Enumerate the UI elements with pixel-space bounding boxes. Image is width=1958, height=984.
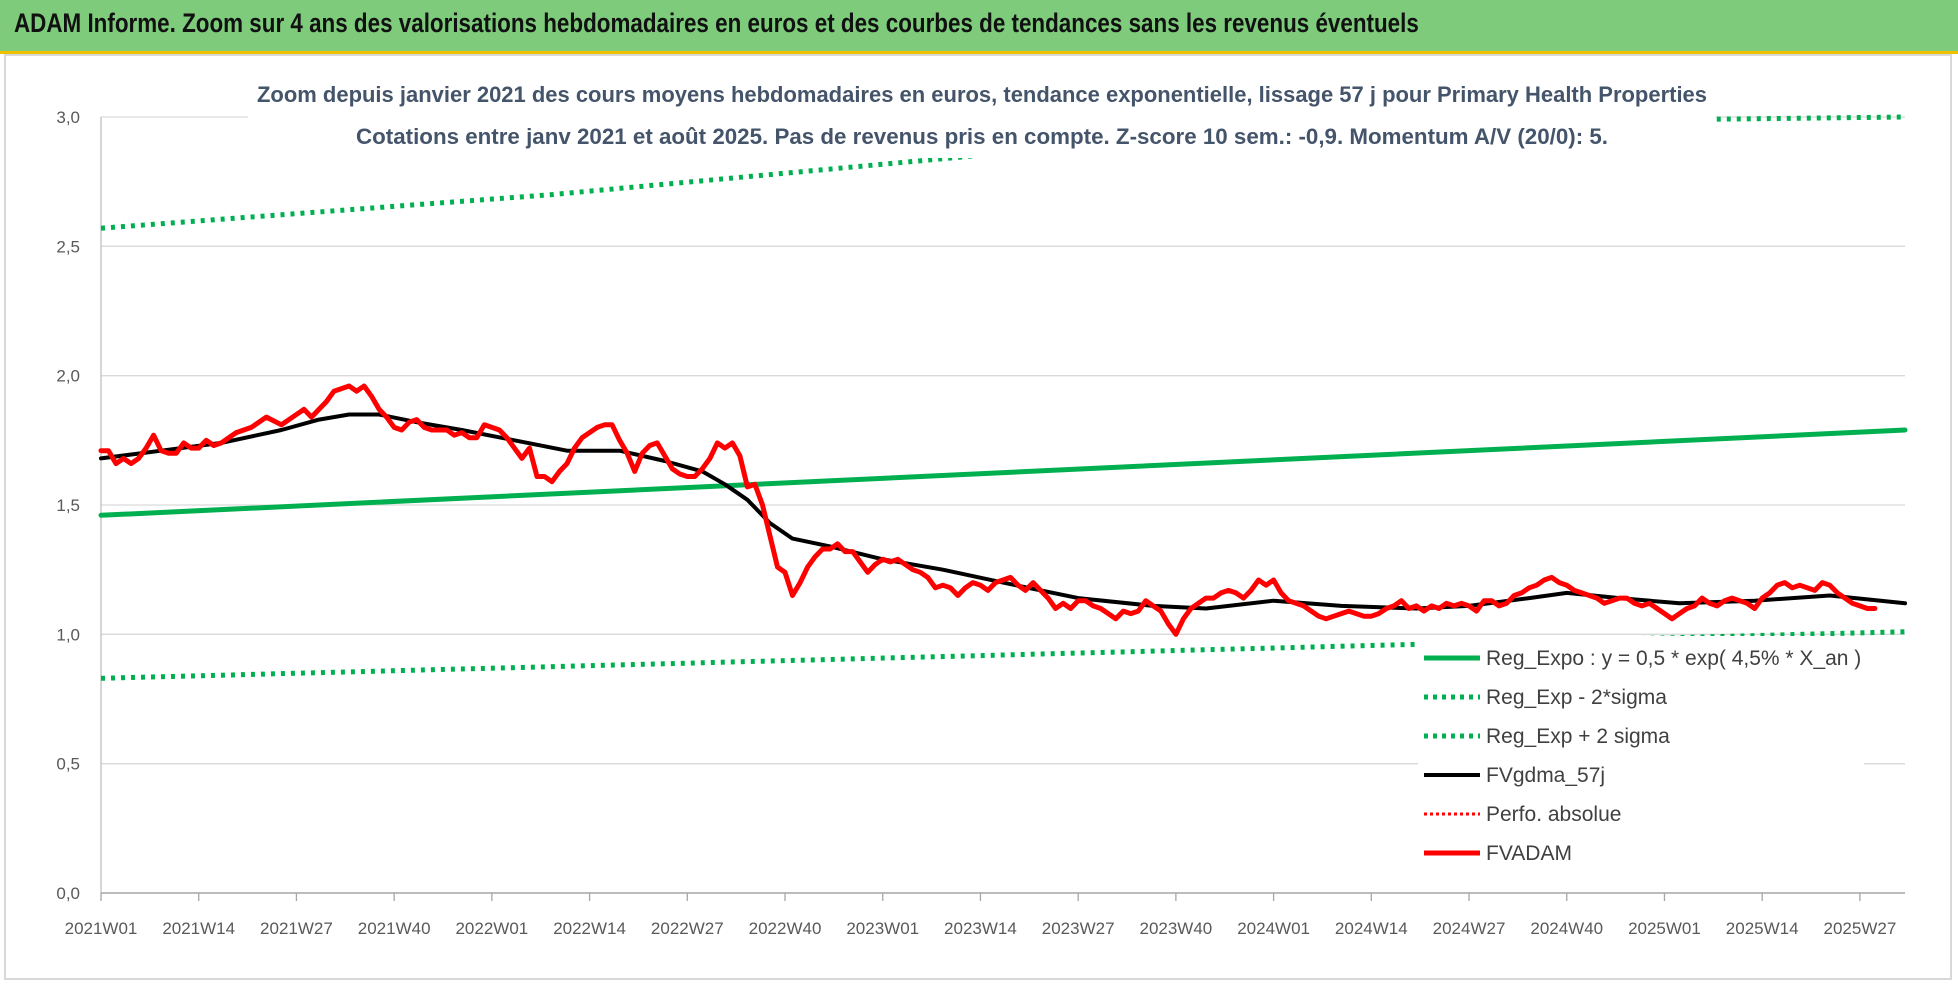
x-tick-label: 2022W40: [749, 919, 822, 938]
y-tick-label: 0,5: [56, 755, 80, 774]
x-tick-label: 2022W01: [455, 919, 528, 938]
x-tick-label: 2021W40: [358, 919, 431, 938]
legend-label: Reg_Exp - 2*sigma: [1486, 686, 1667, 709]
chart-title-line-2: Cotations entre janv 2021 et août 2025. …: [356, 124, 1608, 149]
legend-label: FVADAM: [1486, 842, 1572, 865]
legend-background: [1418, 636, 1864, 872]
x-tick-label: 2022W27: [651, 919, 724, 938]
series-reg-expo: [98, 427, 1908, 518]
x-tick-label: 2024W14: [1335, 919, 1408, 938]
banner: ADAM Informe. Zoom sur 4 ans des valoris…: [0, 0, 1958, 54]
x-tick-label: 2021W01: [65, 919, 138, 938]
x-tick-label: 2023W14: [944, 919, 1017, 938]
series-reg-exp-band: [100, 114, 1906, 231]
y-axis: 0,0 0,5 1,0 1,5 2,0 2,5 3,0: [56, 108, 80, 903]
x-tick-label: 2021W14: [162, 919, 235, 938]
series-fvgdma-57j: [99, 412, 1907, 611]
x-tick-label: 2021W27: [260, 919, 333, 938]
series-layer: [98, 114, 1908, 681]
y-tick-label: 1,5: [56, 496, 80, 515]
x-tick-label: 2024W27: [1433, 919, 1506, 938]
x-tick-label: 2025W01: [1628, 919, 1701, 938]
legend: Reg_Expo : y = 0,5 * exp( 4,5% * X_an ) R…: [1418, 636, 1864, 872]
legend-label: Perfo. absolue: [1486, 803, 1621, 826]
x-tick-label: 2023W40: [1139, 919, 1212, 938]
y-tick-label: 1,0: [56, 625, 80, 644]
x-tick-label: 2024W01: [1237, 919, 1310, 938]
x-tick-label: 2025W14: [1726, 919, 1799, 938]
title-background: [248, 78, 1716, 158]
chart-title-line-1: Zoom depuis janvier 2021 des cours moyen…: [257, 82, 1707, 107]
legend-label: Reg_Expo : y = 0,5 * exp( 4,5% * X_an ): [1486, 647, 1861, 670]
y-tick-label: 2,5: [56, 237, 80, 256]
legend-label: FVgdma_57j: [1486, 764, 1605, 787]
y-tick-label: 3,0: [56, 108, 80, 127]
x-tick-label: 2022W14: [553, 919, 626, 938]
y-tick-label: 2,0: [56, 367, 80, 386]
x-tick-label: 2023W27: [1042, 919, 1115, 938]
x-axis: 2021W01 2021W14 2021W27 2021W40 2022W01 2022W…: [65, 117, 1905, 938]
banner-title: ADAM Informe. Zoom sur 4 ans des valoris…: [14, 8, 1419, 38]
x-tick-label: 2023W01: [846, 919, 919, 938]
legend-label: Reg_Exp + 2 sigma: [1486, 725, 1670, 748]
x-tick-label: 2024W40: [1530, 919, 1603, 938]
x-tick-label: 2025W27: [1824, 919, 1897, 938]
chart-frame: [4, 54, 1952, 980]
series-fvadam: [98, 383, 1878, 637]
y-tick-label: 0,0: [56, 884, 80, 903]
